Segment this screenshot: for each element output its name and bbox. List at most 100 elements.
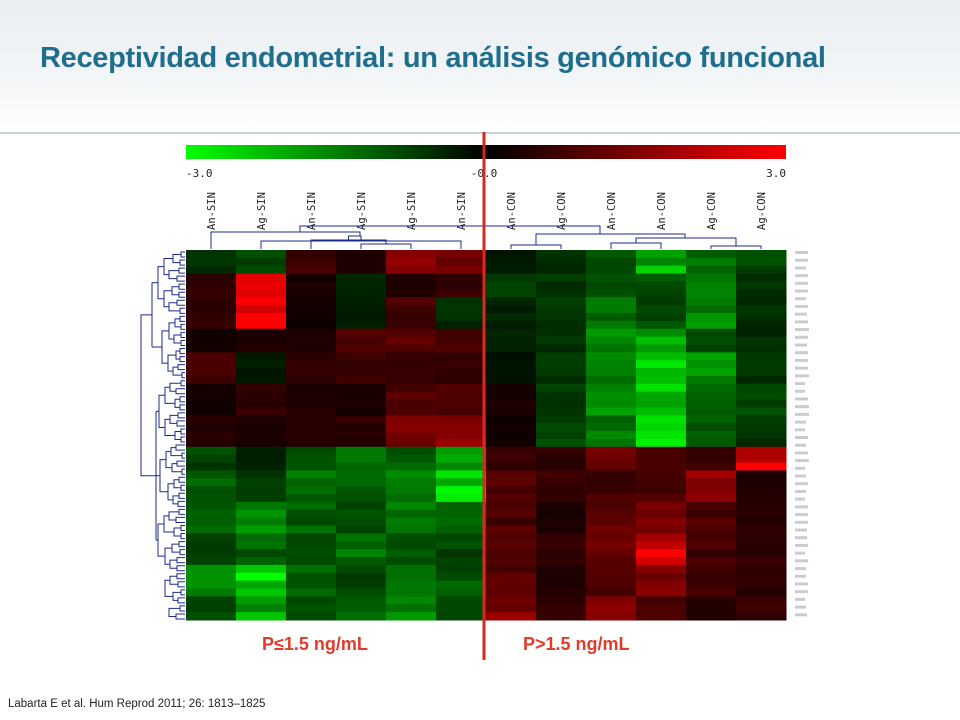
color-scale-bar [186,145,786,159]
heatmap-cell [186,572,237,582]
heatmap-cell [586,596,637,605]
heatmap-cell [186,501,237,511]
column-label: An-SIN [206,192,218,230]
heatmap-cell [586,501,637,511]
heatmap-cell [736,517,787,527]
heatmap-cell [386,596,437,605]
heatmap-cell [186,509,237,519]
heatmap-cell [686,273,737,282]
row-dendrogram-link [167,354,176,372]
heatmap-cell [736,415,787,424]
row-dendrogram-link [179,307,185,314]
row-dendrogram-link [175,350,180,360]
heatmap-cell [286,368,337,377]
row-dendrogram-link [179,605,185,612]
heatmap-cell [286,557,337,566]
heatmap-cell [686,336,737,345]
heatmap-cell [386,431,437,440]
heatmap-cell [286,352,337,361]
heatmap-cell [536,415,587,424]
heatmap-cell [736,273,787,282]
heatmap-cell [636,289,687,298]
row-dendrogram-link [159,459,168,493]
heatmap-cell [536,525,587,534]
heatmap-cell [286,281,337,290]
heatmap-cell [386,478,437,487]
heatmap-cell [686,312,737,322]
row-id-mark [795,451,808,455]
heatmap-cell [236,312,287,322]
heatmap-cell [636,265,687,275]
heatmap-cell [186,289,237,298]
heatmap-cell [736,297,787,306]
heatmap-cell [536,612,587,621]
heatmap-cell [586,407,637,416]
heatmap-cell [286,446,337,456]
heatmap-cell [286,612,337,621]
heatmap-cell [686,438,737,448]
row-id-mark [795,466,805,470]
heatmap-cell [536,541,587,550]
heatmap-cell [286,320,337,330]
heatmap-cell [336,446,387,456]
row-dendrogram-link [164,579,173,597]
heatmap-cell [186,541,237,550]
scale-min-label: -3.0 [186,167,213,180]
row-dendrogram-link [181,468,185,475]
row-id-mark [795,389,805,393]
heatmap-cell [286,596,337,605]
heatmap-cell [536,336,587,345]
heatmap-cell [436,352,487,361]
heatmap-cell [436,375,487,385]
heatmap-cell [186,360,237,369]
heatmap-cell [686,423,737,432]
heatmap-cell [736,604,787,613]
heatmap-cell [636,273,687,282]
heatmap-cell [436,250,487,259]
row-dendrogram-link [179,259,185,266]
heatmap-cell [636,517,687,527]
heatmap-cell [186,265,237,275]
heatmap-cell [286,604,337,613]
heatmap-cell [536,431,587,440]
heatmap-cell [536,281,587,290]
heatmap-cell [336,423,387,432]
heatmap-cell [536,297,587,306]
row-id-mark [795,605,806,609]
heatmap-cell [486,423,537,432]
heatmap-cell [186,375,237,385]
heatmap-cell [486,391,537,401]
heatmap-cell [736,305,787,314]
heatmap-cell [186,446,237,456]
row-dendrogram-link [180,589,185,596]
row-dendrogram-link [178,541,185,548]
heatmap-cell [236,580,287,590]
heatmap-cell [336,368,387,377]
row-dendrogram-link [178,267,185,274]
heatmap-cell [486,462,537,471]
heatmap-cell [436,612,487,621]
heatmap-cell [436,580,487,590]
heatmap-cell [586,289,637,298]
heatmap-cell [286,257,337,267]
heatmap-cell [636,360,687,369]
heatmap-cell [186,328,237,338]
heatmap-cell [386,557,437,566]
heatmap-cell [486,344,537,353]
row-id-mark [795,412,809,416]
row-dendrogram-link [173,334,181,344]
heatmap-cell [286,375,337,385]
heatmap-cell [486,549,537,558]
row-dendrogram-link [140,314,156,477]
heatmap-cell [436,572,487,582]
heatmap-cell [536,320,587,330]
heatmap-cell [286,383,337,393]
heatmap-cell [686,494,737,503]
heatmap-cell [186,580,237,590]
heatmap-cell [686,328,737,338]
row-dendrogram-link [180,436,185,443]
heatmap-cell [286,588,337,597]
heatmap-cell [286,328,337,338]
heatmap-cell [536,273,587,282]
heatmap-cell [186,352,237,361]
